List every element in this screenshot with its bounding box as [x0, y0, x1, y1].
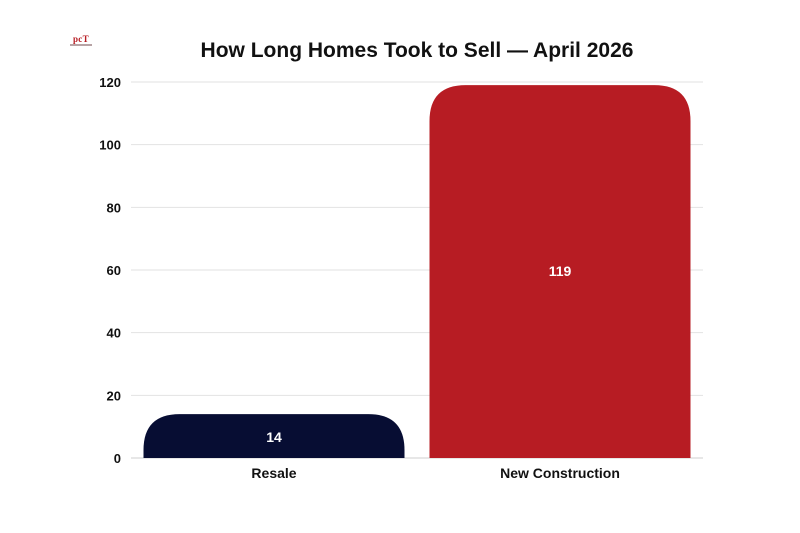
- x-tick-label: New Construction: [500, 465, 620, 481]
- y-axis-ticks: 0 20 40 60 80 100 120: [99, 75, 121, 466]
- bar-resale: [143, 414, 405, 458]
- y-tick-label: 40: [107, 326, 121, 341]
- y-tick-label: 100: [99, 138, 121, 153]
- chart-title: How Long Homes Took to Sell — April 2026: [201, 39, 634, 62]
- data-label: 14: [266, 429, 282, 445]
- bar-new-construction: [429, 85, 691, 458]
- brand-logo: pcT: [62, 34, 102, 50]
- y-tick-label: 60: [107, 263, 121, 278]
- x-axis-ticks: Resale New Construction: [251, 465, 619, 481]
- x-tick-label: Resale: [251, 465, 296, 481]
- bars: 14 119: [143, 85, 691, 458]
- y-tick-label: 120: [99, 75, 121, 90]
- logo-subtext: [70, 44, 92, 46]
- y-tick-label: 0: [114, 451, 121, 466]
- data-label: 119: [549, 263, 572, 279]
- y-tick-label: 20: [107, 388, 121, 403]
- y-tick-label: 80: [107, 200, 121, 215]
- logo-mark: pcT: [73, 34, 89, 44]
